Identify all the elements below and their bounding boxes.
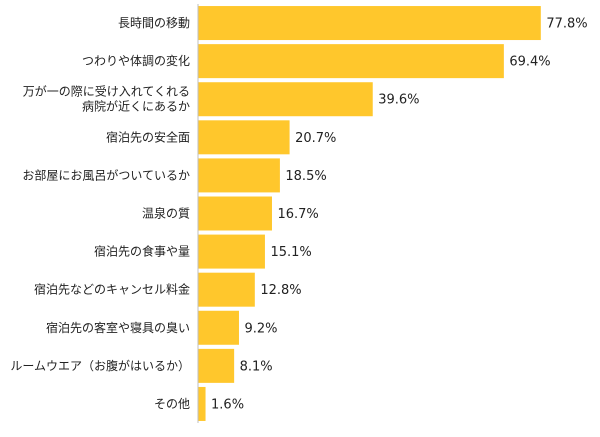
category-label-line: その他 (154, 397, 190, 411)
category-label-11: その他 (154, 397, 190, 411)
value-label-7: 15.1% (270, 245, 311, 260)
value-label-2: 69.4% (509, 55, 550, 70)
value-label-10: 8.1% (240, 359, 273, 374)
bar-6 (198, 196, 272, 231)
category-label-line: 万が一の際に受け入れてくれる (23, 84, 190, 99)
bar-3 (198, 82, 373, 117)
category-label-10: ルームウエア（お腹がはいるか） (10, 358, 190, 373)
category-label-line: 宿泊先の食事や量 (94, 244, 190, 259)
bars-layer (198, 6, 541, 421)
category-label-6: 温泉の質 (142, 206, 190, 221)
bar-9 (198, 310, 239, 345)
category-label-1: 長時間の移動 (118, 16, 190, 30)
bar-1 (198, 6, 541, 41)
category-label-3: 万が一の際に受け入れてくれる病院が近くにあるか (23, 84, 190, 114)
bar-7 (198, 234, 265, 269)
category-labels: 長時間の移動つわりや体調の変化万が一の際に受け入れてくれる病院が近くにあるか宿泊… (10, 16, 190, 411)
value-label-1: 77.8% (546, 17, 587, 32)
category-label-line: 宿泊先の安全面 (106, 129, 190, 144)
category-label-5: お部屋にお風呂がついているか (22, 167, 190, 182)
bar-10 (198, 348, 235, 383)
bar-5 (198, 158, 280, 193)
value-label-11: 1.6% (211, 397, 244, 412)
value-label-3: 39.6% (378, 93, 419, 108)
category-label-2: つわりや体調の変化 (82, 53, 190, 68)
bar-2 (198, 44, 504, 79)
category-label-line: 病院が近くにあるか (82, 99, 190, 114)
category-label-4: 宿泊先の安全面 (106, 129, 190, 144)
value-label-5: 18.5% (285, 169, 326, 184)
category-label-9: 宿泊先の客室や寝具の臭い (46, 320, 190, 335)
category-label-line: 長時間の移動 (118, 16, 190, 30)
category-label-line: ルームウエア（お腹がはいるか） (10, 358, 190, 373)
value-label-6: 16.7% (277, 207, 318, 222)
value-label-9: 9.2% (244, 321, 277, 336)
category-label-7: 宿泊先の食事や量 (94, 244, 190, 259)
bar-11 (198, 386, 206, 421)
category-label-line: 宿泊先などのキャンセル料金 (34, 282, 190, 297)
category-label-line: 宿泊先の客室や寝具の臭い (46, 320, 190, 335)
category-label-line: 温泉の質 (142, 206, 190, 221)
bar-8 (198, 272, 255, 307)
value-label-4: 20.7% (295, 131, 336, 146)
bar-4 (198, 120, 290, 155)
category-label-8: 宿泊先などのキャンセル料金 (34, 282, 190, 297)
value-label-8: 12.8% (260, 283, 301, 298)
category-label-line: つわりや体調の変化 (82, 53, 190, 68)
value-labels: 77.8% 69.4% 39.6% 20.7% 18.5% 16.7% 15.1% 12.8%… (211, 17, 588, 413)
category-label-line: お部屋にお風呂がついているか (22, 167, 190, 182)
